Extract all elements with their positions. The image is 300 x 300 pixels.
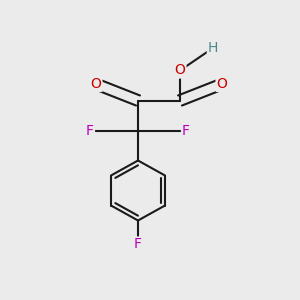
Text: H: H bbox=[208, 41, 218, 55]
Text: F: F bbox=[182, 124, 190, 137]
Text: O: O bbox=[175, 64, 185, 77]
Text: O: O bbox=[217, 77, 227, 91]
Text: O: O bbox=[91, 77, 101, 91]
Text: F: F bbox=[134, 238, 142, 251]
Text: F: F bbox=[86, 124, 94, 137]
